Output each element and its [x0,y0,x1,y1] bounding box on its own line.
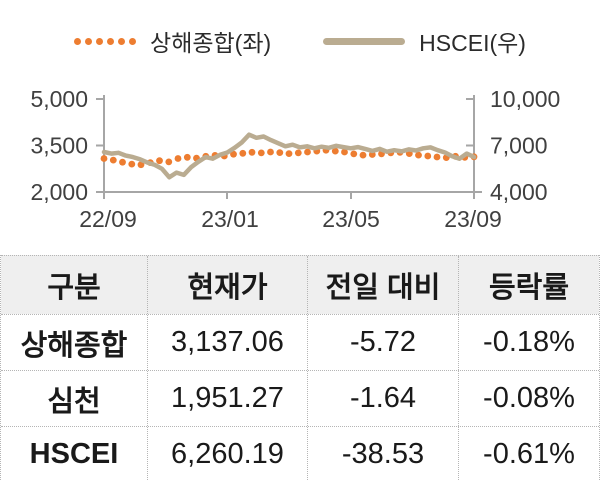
dual-axis-line-chart: 5,000 3,500 2,000 10,000 7,000 4,000 22/… [30,86,560,232]
row-label-shanghai: 상해종합 [20,329,128,362]
price-value: 3,137.06 [147,315,307,370]
col-header-change: 전일 대비 [307,256,458,314]
col-header-category: 구분 [47,272,101,304]
right-axis-tick: 7,000 [490,133,548,159]
series-line-HSCEI [101,132,477,180]
price-value: 6,260.19 [147,427,307,480]
left-axis-tick: 2,000 [30,179,88,205]
legend-label-shanghai: 상해종합(좌) [150,30,272,56]
row-label-shenzhen: 심천 [47,385,101,418]
col-header-price: 현재가 [147,256,307,314]
x-axis-tick: 23/09 [444,206,502,232]
dotted-series-swatch-icon [74,37,137,45]
rate-value: -0.18% [458,315,599,370]
chart-axes [96,95,482,199]
chart-legend: 상해종합(좌) HSCEI(우) [0,24,600,58]
x-axis-tick: 23/05 [322,206,380,232]
change-value: -5.72 [307,315,458,370]
axis-tick-labels: 5,000 3,500 2,000 10,000 7,000 4,000 22/… [30,86,560,232]
x-axis-tick: 22/09 [79,206,137,232]
table-row-shenzhen: 심천 1,951.27 -1.64 -0.08% [1,370,599,426]
row-label-hscei: HSCEI [29,438,119,470]
right-axis-tick: 4,000 [490,179,548,205]
left-axis-tick: 3,500 [30,133,88,159]
table-header-row: 구분 현재가 전일 대비 등락률 [1,255,599,314]
change-value: -38.53 [307,427,458,480]
right-axis-tick: 10,000 [490,86,560,112]
table-row-hscei: HSCEI 6,260.19 -38.53 -0.61% [1,426,599,480]
legend-label-hscei: HSCEI(우) [419,30,526,56]
x-axis-tick: 23/01 [201,206,259,232]
rate-value: -0.08% [458,371,599,426]
legend-item-hscei: HSCEI(우) [323,24,526,58]
rate-value: -0.61% [458,427,599,480]
legend-item-shanghai: 상해종합(좌) [74,24,271,58]
left-axis-tick: 5,000 [30,86,88,112]
table-row-shanghai: 상해종합 3,137.06 -5.72 -0.18% [1,314,599,370]
solid-series-swatch-icon [323,37,406,45]
price-table: 구분 현재가 전일 대비 등락률 상해종합 3,137.06 -5.72 -0.… [0,255,600,480]
price-value: 1,951.27 [147,371,307,426]
col-header-rate: 등락률 [458,256,599,314]
chart-series-layer [100,132,478,180]
change-value: -1.64 [307,371,458,426]
